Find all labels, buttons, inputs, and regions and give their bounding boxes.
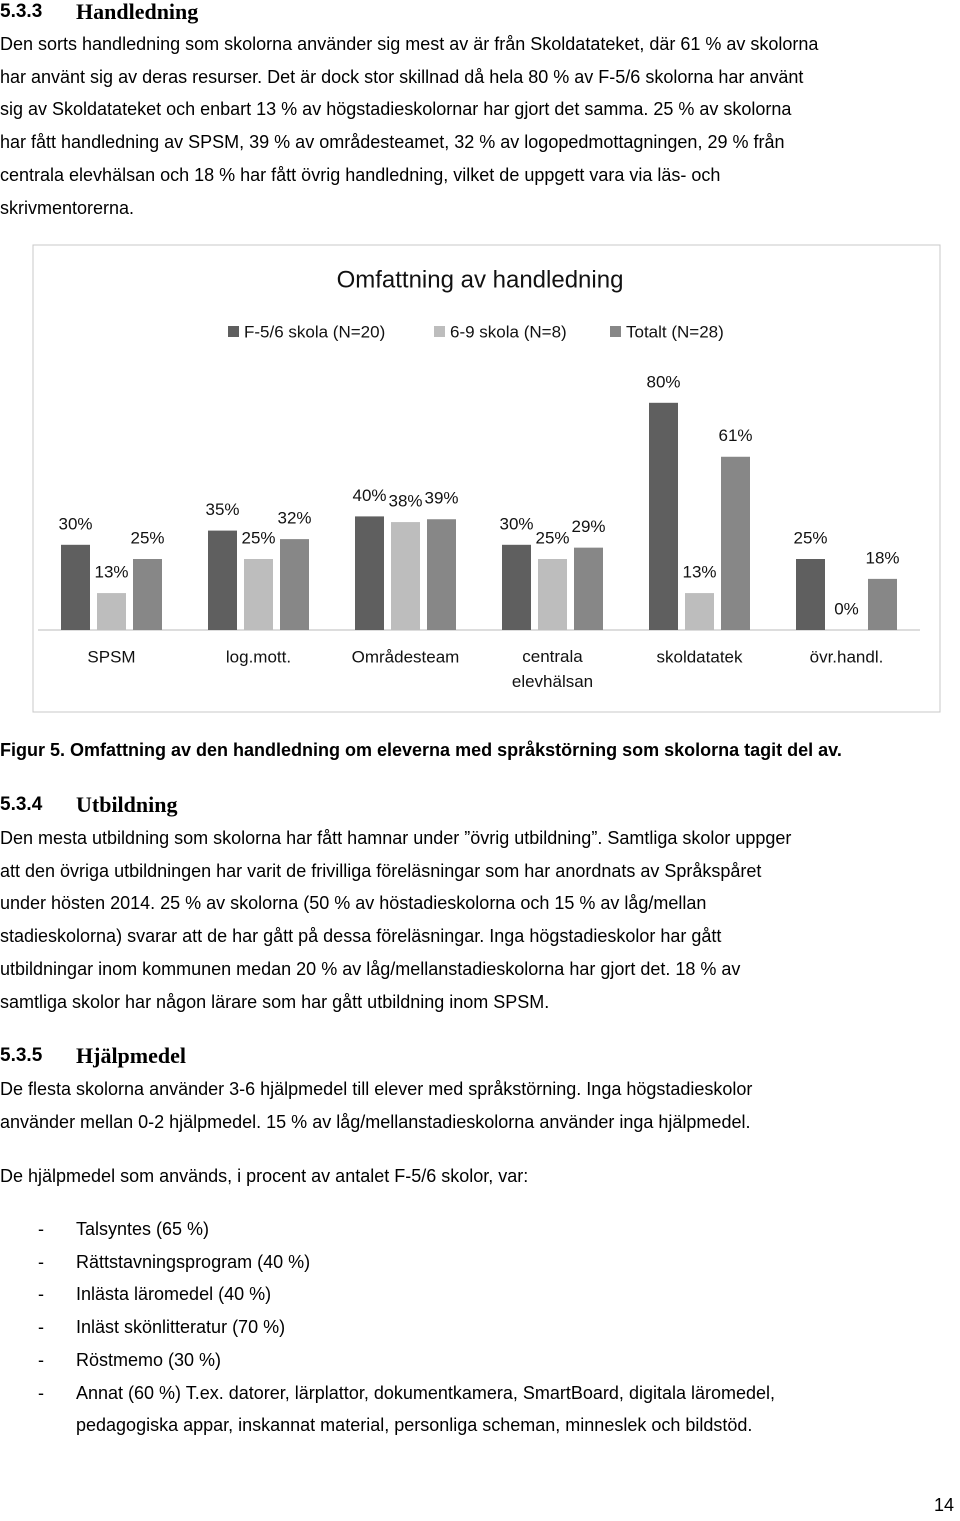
paragraph-line: Den sorts handledning som skolorna använ… xyxy=(0,34,819,54)
bar xyxy=(502,544,531,630)
section-title: Hjälpmedel xyxy=(76,1043,186,1068)
value-label: 18% xyxy=(865,548,899,567)
paragraph-line: De flesta skolorna använder 3-6 hjälpmed… xyxy=(0,1079,753,1099)
figure-caption: Figur 5. Omfattning av den handledning o… xyxy=(0,740,842,760)
paragraph-line: använder mellan 0-2 hjälpmedel. 15 % av … xyxy=(0,1111,751,1132)
legend-swatch xyxy=(434,326,445,337)
paragraph-line: centrala elevhälsan och 18 % har fått öv… xyxy=(0,164,721,185)
value-label: 30% xyxy=(58,514,92,533)
bar xyxy=(355,516,384,630)
value-label: 25% xyxy=(793,528,827,547)
section-title: Utbildning xyxy=(76,792,178,817)
paragraph-line: skrivmentorerna. xyxy=(0,197,135,218)
bullet: - xyxy=(38,1382,44,1403)
chart-frame xyxy=(32,244,941,713)
x-tick-label: Områdesteam xyxy=(352,647,460,666)
list-item-line: Röstmemo (30 %) xyxy=(76,1349,222,1370)
x-tick-label: SPSM xyxy=(87,647,135,666)
chart-title: Omfattning av handledning xyxy=(337,266,624,293)
value-label: 13% xyxy=(682,563,716,582)
value-label: 35% xyxy=(205,500,239,519)
paragraph-line: utbildningar inom kommunen medan 20 % av… xyxy=(0,958,741,979)
bullet: - xyxy=(38,1317,44,1338)
bar xyxy=(574,547,603,630)
bar xyxy=(133,559,162,630)
list-item-line: pedagogiska appar, inskannat material, p… xyxy=(76,1415,753,1436)
bar xyxy=(61,544,90,630)
bar xyxy=(427,519,456,630)
bar xyxy=(538,559,567,630)
bullet: - xyxy=(38,1284,44,1305)
value-label: 13% xyxy=(94,563,128,582)
paragraph-line: under hösten 2014. 25 % av skolorna (50 … xyxy=(0,893,707,914)
bullet: - xyxy=(38,1349,44,1370)
value-label: 61% xyxy=(718,426,752,445)
value-label: 25% xyxy=(535,528,569,547)
section-number: 5.3.3 xyxy=(0,1,43,22)
list-item-line: Rättstavningsprogram (40 %) xyxy=(76,1251,311,1272)
value-label: 40% xyxy=(352,486,386,505)
section-number: 5.3.4 xyxy=(0,794,43,815)
bar xyxy=(244,559,273,630)
bar xyxy=(685,593,714,630)
value-label: 80% xyxy=(646,372,680,391)
x-tick-label: skoldatatek xyxy=(657,647,743,666)
bar xyxy=(391,522,420,630)
bar xyxy=(208,530,237,630)
value-label: 25% xyxy=(241,528,275,547)
x-tick-label: log.mott. xyxy=(226,647,291,666)
value-label: 32% xyxy=(277,509,311,528)
legend-label: 6-9 skola (N=8) xyxy=(450,322,567,341)
paragraph-line: De hjälpmedel som används, i procent av … xyxy=(0,1166,529,1186)
paragraph-line: Den mesta utbildning som skolorna har få… xyxy=(0,828,792,848)
value-label: 25% xyxy=(130,528,164,547)
list-item-line: Talsyntes (65 %) xyxy=(76,1219,210,1239)
bar xyxy=(868,578,897,630)
bar xyxy=(796,559,825,630)
paragraph-line: stadieskolorna) svarar att de har gått p… xyxy=(0,926,722,947)
section-title: Handledning xyxy=(76,0,199,24)
bar xyxy=(280,539,309,630)
bullet: - xyxy=(38,1219,44,1239)
page-number: 14 xyxy=(933,1495,954,1515)
paragraph-line: sig av Skoldatateket och enbart 13 % av … xyxy=(0,99,792,120)
section-number: 5.3.5 xyxy=(0,1045,43,1066)
value-label: 30% xyxy=(499,514,533,533)
legend-swatch xyxy=(228,326,239,337)
list-item-line: Inläst skönlitteratur (70 %) xyxy=(76,1317,286,1338)
bar xyxy=(97,593,126,630)
legend-label: Totalt (N=28) xyxy=(626,322,724,341)
list-item-line: Annat (60 %) T.ex. datorer, lärplattor, … xyxy=(76,1382,776,1403)
value-label: 39% xyxy=(424,489,458,508)
paragraph-line: har fått handledning av SPSM, 39 % av om… xyxy=(0,132,785,153)
bar xyxy=(649,402,678,630)
x-tick-label: övr.handl. xyxy=(810,647,884,666)
legend-label: F-5/6 skola (N=20) xyxy=(244,322,385,341)
value-label: 29% xyxy=(571,517,605,536)
value-label: 38% xyxy=(388,492,422,511)
list-item-line: Inlästa läromedel (40 %) xyxy=(76,1284,272,1305)
legend-swatch xyxy=(610,326,621,337)
paragraph-line: har använt sig av deras resurser. Det är… xyxy=(0,66,804,87)
bar xyxy=(721,456,750,630)
paragraph-line: samtliga skolor har någon lärare som har… xyxy=(0,991,550,1012)
paragraph-line: att den övriga utbildningen har varit de… xyxy=(0,860,762,881)
bullet: - xyxy=(38,1251,44,1272)
value-label: 0% xyxy=(834,599,859,618)
x-tick-label: centrala elevhälsan xyxy=(512,647,593,691)
